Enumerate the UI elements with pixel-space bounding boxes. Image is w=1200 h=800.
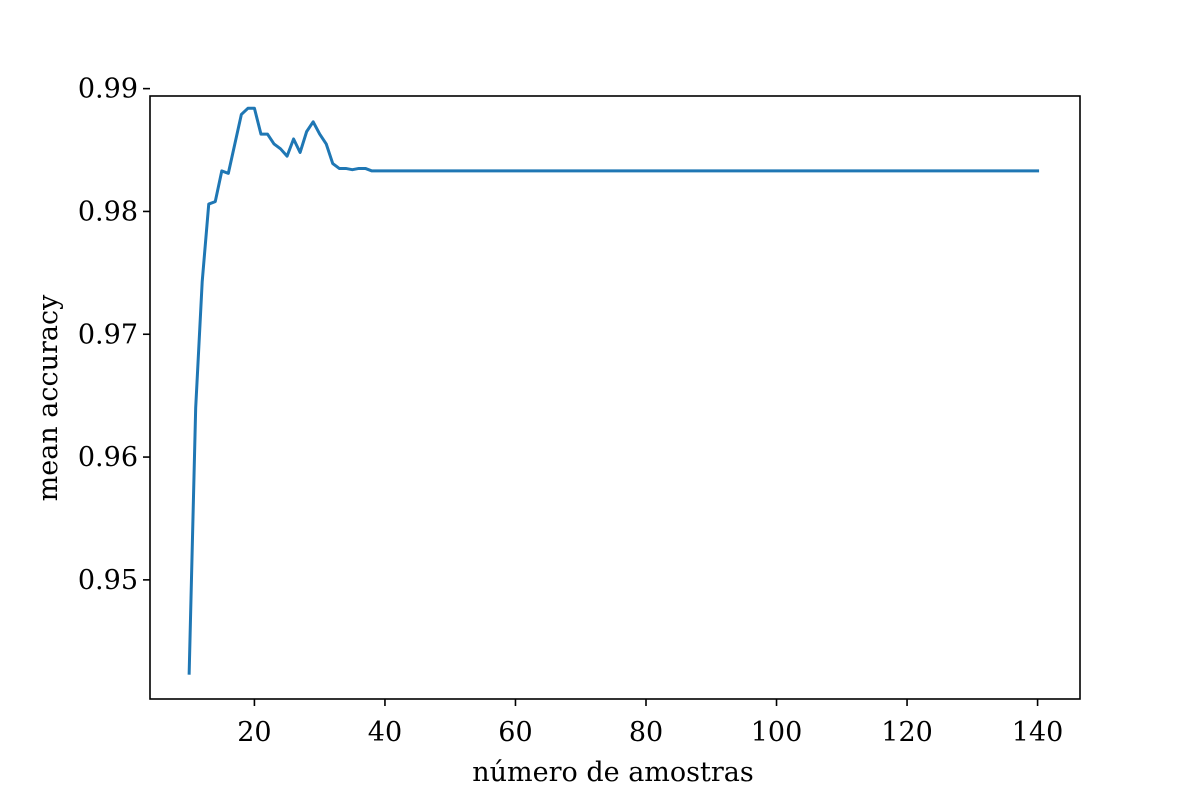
x-tick-label: 80 xyxy=(629,717,663,748)
x-tick-label: 20 xyxy=(237,717,271,748)
y-tick-label: 0.96 xyxy=(78,442,138,473)
x-axis-ticks: 20 40 60 80 100 120 140 xyxy=(237,699,1063,748)
x-axis-label: número de amostras xyxy=(472,757,753,788)
y-axis-ticks: 0.95 0.96 0.97 0.98 0.99 xyxy=(78,74,150,596)
x-tick-label: 100 xyxy=(751,717,803,748)
x-tick-label: 40 xyxy=(368,717,402,748)
x-tick-label: 60 xyxy=(498,717,532,748)
y-tick-label: 0.98 xyxy=(78,196,138,227)
y-tick-label: 0.95 xyxy=(78,565,138,596)
x-tick-label: 120 xyxy=(881,717,933,748)
series-line xyxy=(187,106,1040,675)
y-tick-label: 0.97 xyxy=(78,319,138,350)
plot-area-frame xyxy=(149,95,1081,700)
y-axis-label: mean accuracy xyxy=(33,294,64,502)
x-tick-label: 140 xyxy=(1012,717,1064,748)
y-tick-label: 0.99 xyxy=(78,74,138,105)
